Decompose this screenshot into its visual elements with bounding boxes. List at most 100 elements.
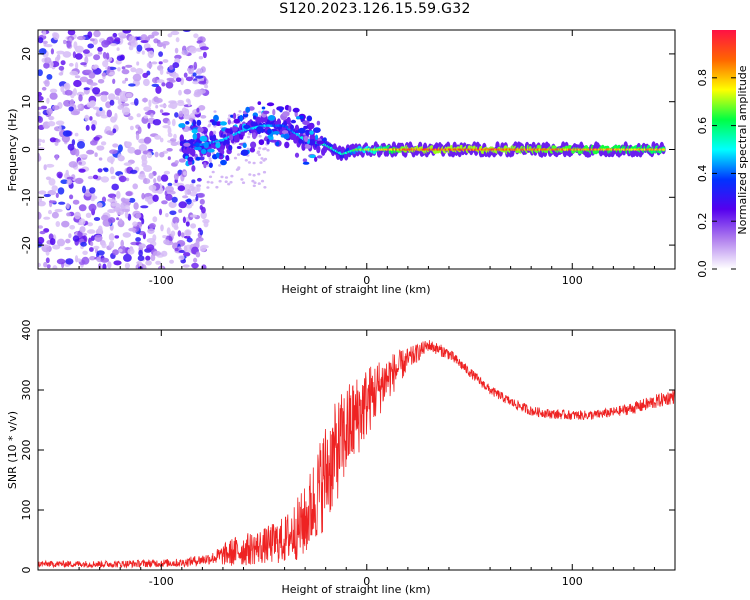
ridge-mid <box>290 124 294 130</box>
noise-blob <box>117 144 123 153</box>
noise-blob <box>145 260 152 266</box>
noise-blob <box>197 177 202 182</box>
noise-blob <box>241 181 246 184</box>
snr-xlabel: Height of straight line (km) <box>281 583 430 596</box>
noise-blob <box>204 84 209 89</box>
noise-blob <box>199 245 207 252</box>
noise-blob <box>38 236 45 244</box>
ridge-blob <box>290 119 296 124</box>
ridge-blob <box>309 130 314 135</box>
noise-blob <box>213 125 217 128</box>
spectrogram-ytick-label: 10 <box>20 95 33 109</box>
ridge-halo <box>316 145 321 154</box>
noise-blob <box>105 126 112 132</box>
ridge-blob <box>266 102 275 107</box>
noise-blob <box>169 210 177 216</box>
ridge-blob <box>187 156 194 162</box>
noise-blob <box>60 60 66 66</box>
ridge-blob <box>249 147 256 153</box>
noise-blob <box>65 238 71 244</box>
ridge-halo <box>191 148 196 157</box>
ridge-blob <box>233 118 241 124</box>
ridge-mid <box>283 120 288 126</box>
noise-blob <box>178 89 182 96</box>
noise-blob <box>247 161 251 164</box>
noise-blob <box>76 35 86 41</box>
noise-blob <box>74 75 81 79</box>
noise-blob <box>162 125 171 129</box>
noise-blob <box>90 38 95 42</box>
noise-blob <box>120 239 124 248</box>
noise-blob <box>121 66 126 70</box>
noise-blob <box>134 149 142 156</box>
ridge-blob <box>192 119 197 127</box>
ridge-blob <box>262 110 270 115</box>
noise-blob <box>224 176 229 179</box>
ridge-blob <box>215 142 221 149</box>
ridge-blob <box>203 162 207 169</box>
ridge-blob <box>212 134 217 141</box>
ridge-blob <box>203 141 209 149</box>
noise-blob <box>165 213 169 218</box>
noise-blob <box>87 222 93 227</box>
noise-blob <box>202 51 207 59</box>
ridge-blob <box>294 152 300 158</box>
ridge-blob <box>284 141 290 149</box>
noise-blob <box>138 249 143 257</box>
noise-blob <box>121 69 130 75</box>
noise-blob <box>148 184 157 191</box>
noise-blob <box>45 257 50 264</box>
noise-blob <box>200 211 207 220</box>
noise-blob <box>161 200 168 205</box>
noise-blob <box>153 250 161 256</box>
noise-blob <box>230 174 234 178</box>
noise-blob <box>58 124 62 132</box>
noise-blob <box>112 128 117 134</box>
ridge-blob <box>223 134 227 138</box>
noise-blob <box>67 143 75 151</box>
noise-blob <box>58 65 65 71</box>
noise-blob <box>78 161 83 165</box>
noise-blob <box>124 77 129 82</box>
noise-blob <box>173 133 177 140</box>
noise-blob <box>198 105 206 111</box>
noise-blob <box>122 232 131 238</box>
ridge-blob <box>279 107 283 113</box>
ridge-blob <box>257 101 262 105</box>
noise-blob <box>184 187 188 196</box>
noise-blob <box>186 204 192 209</box>
noise-blob <box>229 180 233 184</box>
noise-blob <box>130 125 134 131</box>
noise-blob <box>94 152 98 157</box>
ridge-blob <box>272 131 280 135</box>
noise-blob <box>169 259 175 264</box>
noise-blob <box>78 218 86 226</box>
noise-blob <box>93 136 100 141</box>
noise-blob <box>174 47 179 54</box>
noise-blob <box>128 115 134 121</box>
noise-blob <box>159 151 165 158</box>
noise-blob <box>46 108 53 115</box>
noise-blob <box>79 76 89 83</box>
noise-blob <box>200 115 207 119</box>
noise-blob <box>169 65 174 70</box>
noise-blob <box>105 52 110 60</box>
noise-blob <box>72 235 80 242</box>
ridge-blob <box>272 108 276 116</box>
noise-blob <box>211 152 215 155</box>
noise-blob <box>138 261 143 268</box>
noise-blob <box>88 71 96 79</box>
ridge-blob <box>289 133 297 140</box>
noise-blob <box>64 246 72 251</box>
spectrogram-ytick-label: 20 <box>20 47 33 61</box>
noise-blob <box>252 184 256 188</box>
noise-blob <box>89 256 96 261</box>
noise-blob <box>56 258 66 265</box>
noise-blob <box>159 137 164 143</box>
noise-blob <box>263 186 267 189</box>
noise-blob <box>112 249 119 256</box>
noise-blob <box>49 88 58 94</box>
ridge-blob <box>215 152 220 158</box>
noise-blob <box>65 258 74 265</box>
